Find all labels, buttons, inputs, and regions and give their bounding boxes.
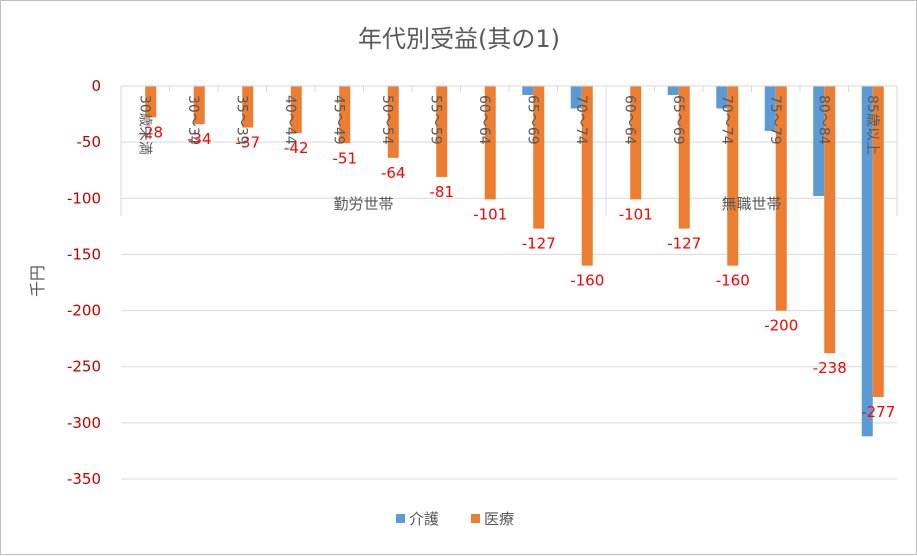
y-tick-labels: 0 -50 -100 -150 -200 -250 -300 -350 (67, 77, 101, 488)
category-label: 40～44 (282, 95, 298, 145)
data-label: -238 (813, 359, 847, 377)
legend-swatch (471, 514, 480, 523)
category-label: 65～69 (524, 95, 540, 145)
bar-iryo (193, 86, 205, 125)
data-labels: -28 -34 -37 -42 -51 -64 -81 -101 -127 -160 -101 -12… (139, 123, 896, 421)
y-tick-label: -300 (67, 414, 101, 432)
category-label: 60～64 (476, 95, 492, 145)
y-tick-label: -200 (67, 302, 101, 320)
category-label: 30～34 (185, 95, 201, 145)
legend-swatch (396, 514, 405, 523)
category-label: 65～69 (670, 95, 686, 145)
bar-iryo (387, 86, 399, 158)
data-label: -81 (430, 183, 455, 201)
category-label: 60～64 (621, 95, 637, 145)
category-label: 30歳未満 (136, 95, 152, 155)
data-label: -277 (861, 403, 895, 421)
data-label: -101 (619, 205, 653, 223)
legend-entry: 介護 (409, 510, 439, 528)
bar-iryo (824, 86, 836, 354)
bar-iryo (630, 86, 642, 200)
data-label: -160 (570, 272, 604, 290)
category-label: 80～84 (815, 95, 831, 145)
chart-title: 年代別受益(其の1) (358, 25, 560, 53)
bar-iryo (290, 86, 302, 134)
bars (145, 86, 884, 437)
bar-kaigo (667, 86, 679, 95)
gridlines (121, 85, 897, 480)
data-label: -200 (764, 317, 798, 335)
y-tick-label: -50 (77, 133, 102, 151)
bar-kaigo (570, 86, 582, 109)
data-label: -160 (716, 272, 750, 290)
y-tick-label: 0 (91, 77, 101, 95)
bar-iryo (678, 86, 690, 229)
data-label: -28 (139, 123, 164, 141)
data-label: -37 (236, 134, 261, 152)
category-label: 70～74 (573, 95, 589, 145)
bar-kaigo (764, 86, 776, 131)
data-label: -42 (284, 139, 309, 157)
bar-kaigo (813, 86, 825, 197)
bar-kaigo (522, 86, 534, 95)
data-label: -127 (522, 235, 556, 253)
group-label: 勤労世帯 (333, 195, 393, 213)
data-label: -34 (187, 130, 212, 148)
bar-iryo (484, 86, 496, 200)
legend-entry: 医療 (484, 510, 514, 528)
bar-iryo (339, 86, 351, 144)
group-label: 無職世帯 (721, 195, 781, 213)
category-label: 50～54 (379, 95, 395, 145)
category-label: 45～49 (330, 95, 346, 145)
category-label: 75～79 (767, 95, 783, 145)
bar-iryo (145, 86, 157, 118)
y-axis-label: 千円 (28, 265, 47, 297)
y-tick-label: -150 (67, 245, 101, 263)
bar-iryo (727, 86, 739, 266)
bar-kaigo (861, 86, 873, 437)
bar-iryo (872, 86, 884, 398)
bar-iryo (436, 86, 448, 177)
bar-iryo (242, 86, 254, 128)
category-label: 85歳以上 (864, 95, 880, 155)
bar-iryo (581, 86, 593, 266)
bar-iryo (533, 86, 545, 229)
category-axis: 30歳未満 30～34 35～39 40～44 45～49 50～54 55～59 60～64… (120, 85, 898, 216)
bar-iryo (775, 86, 787, 311)
category-label: 55～59 (427, 95, 443, 145)
category-label: 35～39 (233, 95, 249, 145)
data-label: -127 (667, 235, 701, 253)
y-tick-label: -100 (67, 189, 101, 207)
bar-kaigo (716, 86, 728, 109)
legend: 介護 医療 (396, 510, 514, 528)
y-tick-label: -250 (67, 358, 101, 376)
data-label: -64 (381, 164, 406, 182)
data-label: -101 (473, 205, 507, 223)
data-label: -51 (333, 149, 358, 167)
category-label: 70～74 (718, 95, 734, 145)
y-tick-label: -350 (67, 470, 101, 488)
